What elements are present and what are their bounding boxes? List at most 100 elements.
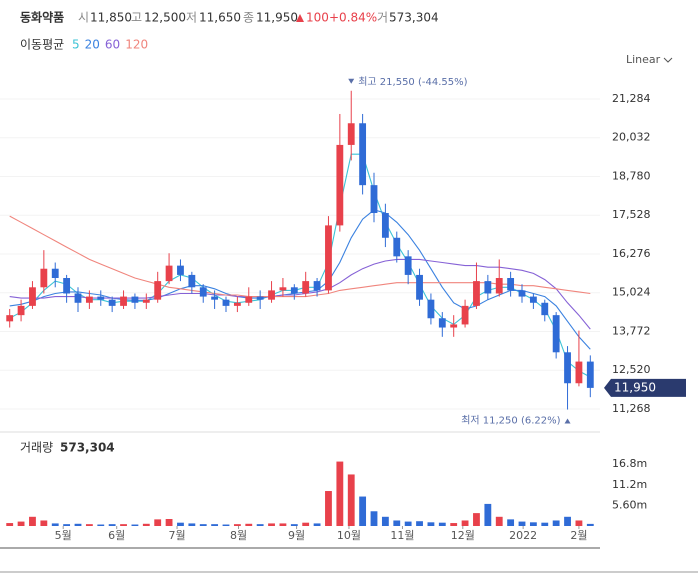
volume-title: 거래량: [20, 441, 53, 455]
candle-body: [279, 287, 287, 291]
volume-bar: [74, 523, 82, 526]
x-tick-label: 9월: [288, 529, 305, 542]
candle-body: [381, 213, 389, 238]
candle-body: [336, 144, 344, 226]
legend-entry: 120: [125, 38, 148, 52]
volume-title-value: 573,304: [60, 441, 115, 455]
candle-body: [142, 299, 150, 303]
candle-body: [529, 296, 537, 303]
ma-line: [9, 153, 591, 378]
close-value: 11,950: [256, 11, 298, 25]
volume-bar: [85, 524, 93, 526]
candle-body: [313, 281, 321, 291]
candle-body: [484, 281, 492, 294]
last-price-badge: [604, 378, 686, 397]
change-value: 100: [306, 11, 329, 25]
x-tick-label: 11월: [390, 529, 414, 542]
volume-bar: [211, 524, 219, 526]
high-marker: [348, 78, 355, 84]
volume-bar: [473, 513, 480, 526]
candle-body: [51, 268, 59, 279]
legend-entry: 60: [105, 38, 120, 52]
candle-body: [473, 281, 480, 306]
candle-body: [233, 302, 241, 306]
candle-body: [461, 305, 469, 325]
volume-bar: [529, 522, 537, 526]
low-value: 11,650: [199, 11, 241, 25]
volume-bar: [188, 523, 196, 526]
volume-bar: [427, 522, 435, 526]
y-tick-label: 12,520: [612, 363, 651, 376]
volume-bar: [268, 523, 275, 526]
volume-bar: [461, 520, 469, 526]
close-label: 종: [243, 11, 254, 25]
volume-bar: [245, 523, 253, 526]
volume-bar: [17, 521, 25, 526]
x-tick-label: 2월: [570, 529, 587, 542]
candle-body: [120, 296, 127, 306]
volume-bar: [381, 516, 389, 526]
candle-body: [347, 123, 355, 145]
volume-bar: [313, 523, 321, 526]
volume-bar: [256, 524, 264, 526]
volume-label: 거: [377, 11, 388, 25]
y-tick-label: 5.60m: [612, 498, 647, 511]
high-value: 12,500: [144, 11, 186, 25]
candle-body: [586, 361, 594, 388]
candle-body: [518, 290, 526, 297]
x-tick-label: 8월: [230, 529, 247, 542]
candle-body: [495, 278, 503, 294]
scale-selector[interactable]: Linear: [626, 53, 661, 66]
y-tick-label: 18,780: [612, 169, 651, 182]
up-arrow: [296, 14, 304, 22]
candle-body: [290, 287, 298, 294]
y-tick-label: 17,528: [612, 208, 651, 221]
x-tick-label: 6월: [108, 529, 125, 542]
low-marker: [564, 418, 571, 424]
candle-body: [245, 296, 253, 303]
candle-body: [404, 256, 412, 275]
open-label: 시: [78, 11, 89, 25]
volume-bar: [336, 461, 344, 526]
chevron[interactable]: [663, 57, 673, 63]
candle-body: [63, 278, 71, 294]
last-price-label: 11,950: [614, 380, 656, 394]
volume-bar: [120, 524, 127, 526]
volume-bar: [416, 521, 423, 526]
ma-line: [9, 215, 591, 298]
y-tick-label: 16,276: [612, 247, 651, 260]
volume-bar: [222, 524, 230, 526]
stock-name: 동화약품: [20, 10, 64, 25]
volume-bar: [347, 474, 355, 526]
volume-bar: [177, 522, 184, 526]
candle-body: [29, 287, 36, 306]
open-value: 11,850: [90, 11, 132, 25]
volume-bar: [199, 524, 207, 526]
candle-body: [211, 296, 219, 300]
volume-bar: [165, 519, 173, 526]
high-label: 고: [131, 11, 142, 25]
volume-bar: [359, 496, 367, 526]
y-tick-label: 11.2m: [612, 478, 647, 491]
candle-body: [427, 299, 435, 319]
volume-bar: [541, 522, 549, 526]
volume-bar: [51, 523, 59, 526]
x-tick-label: 5월: [55, 529, 72, 542]
candle-body: [177, 265, 184, 275]
candle-body: [165, 265, 173, 282]
volume-bar: [63, 524, 71, 526]
y-tick-label: 20,032: [612, 131, 651, 144]
volume-bar: [6, 523, 14, 526]
volume-bar: [586, 523, 594, 526]
volume-bar: [393, 520, 401, 526]
high-annotation: 최고 21,550 (-44.55%): [358, 76, 467, 88]
x-tick-label: 2022: [509, 529, 537, 542]
volume-bar: [154, 519, 162, 526]
candle-body: [188, 274, 196, 288]
candle-body: [359, 123, 367, 186]
volume-bar: [564, 516, 571, 526]
volume-bar: [302, 522, 310, 526]
candle-body: [416, 274, 423, 300]
volume-bar: [131, 524, 139, 526]
